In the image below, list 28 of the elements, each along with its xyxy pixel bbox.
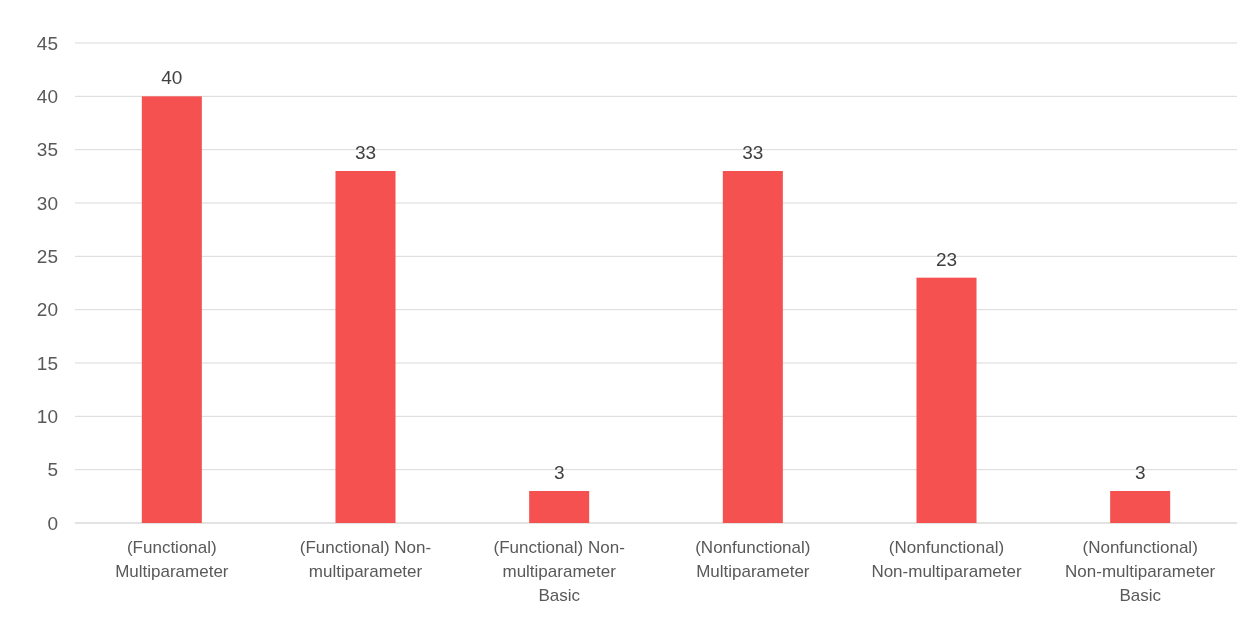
data-label: 3 [1134,462,1146,483]
y-tick-label: 10 [36,405,58,427]
bar [1110,491,1171,523]
bar [722,171,783,523]
x-tick-label: (Nonfunctional) Non-multiparameter [871,538,1022,581]
bar [141,96,202,523]
y-tick-label: 5 [47,459,58,481]
data-label: 23 [935,248,958,270]
x-tick-label: (Functional) Multiparameter [115,538,229,581]
x-tick-label: (Functional) Non-multiparameter Basic [493,538,625,605]
x-tick-label: (Functional) Non-multiparameter [299,538,432,581]
y-tick-label: 30 [36,192,58,214]
data-label: 33 [742,142,764,163]
x-tick-label: (Nonfunctional) Non-multiparameter Basic [1065,538,1216,605]
bar [335,171,396,523]
y-tick-label: 15 [36,352,58,374]
data-label: 40 [161,67,183,89]
y-tick-label: 20 [36,299,58,321]
y-tick-label: 45 [36,32,58,54]
bar [916,277,977,523]
data-label: 33 [354,142,377,163]
y-tick-label: 25 [36,245,58,267]
bar [529,491,590,523]
x-tick-label: (Nonfunctional) Multiparameter [695,538,811,581]
data-label: 3 [553,462,565,483]
y-tick-label: 0 [47,512,58,534]
y-tick-label: 40 [36,85,58,107]
y-tick-label: 35 [36,139,58,161]
